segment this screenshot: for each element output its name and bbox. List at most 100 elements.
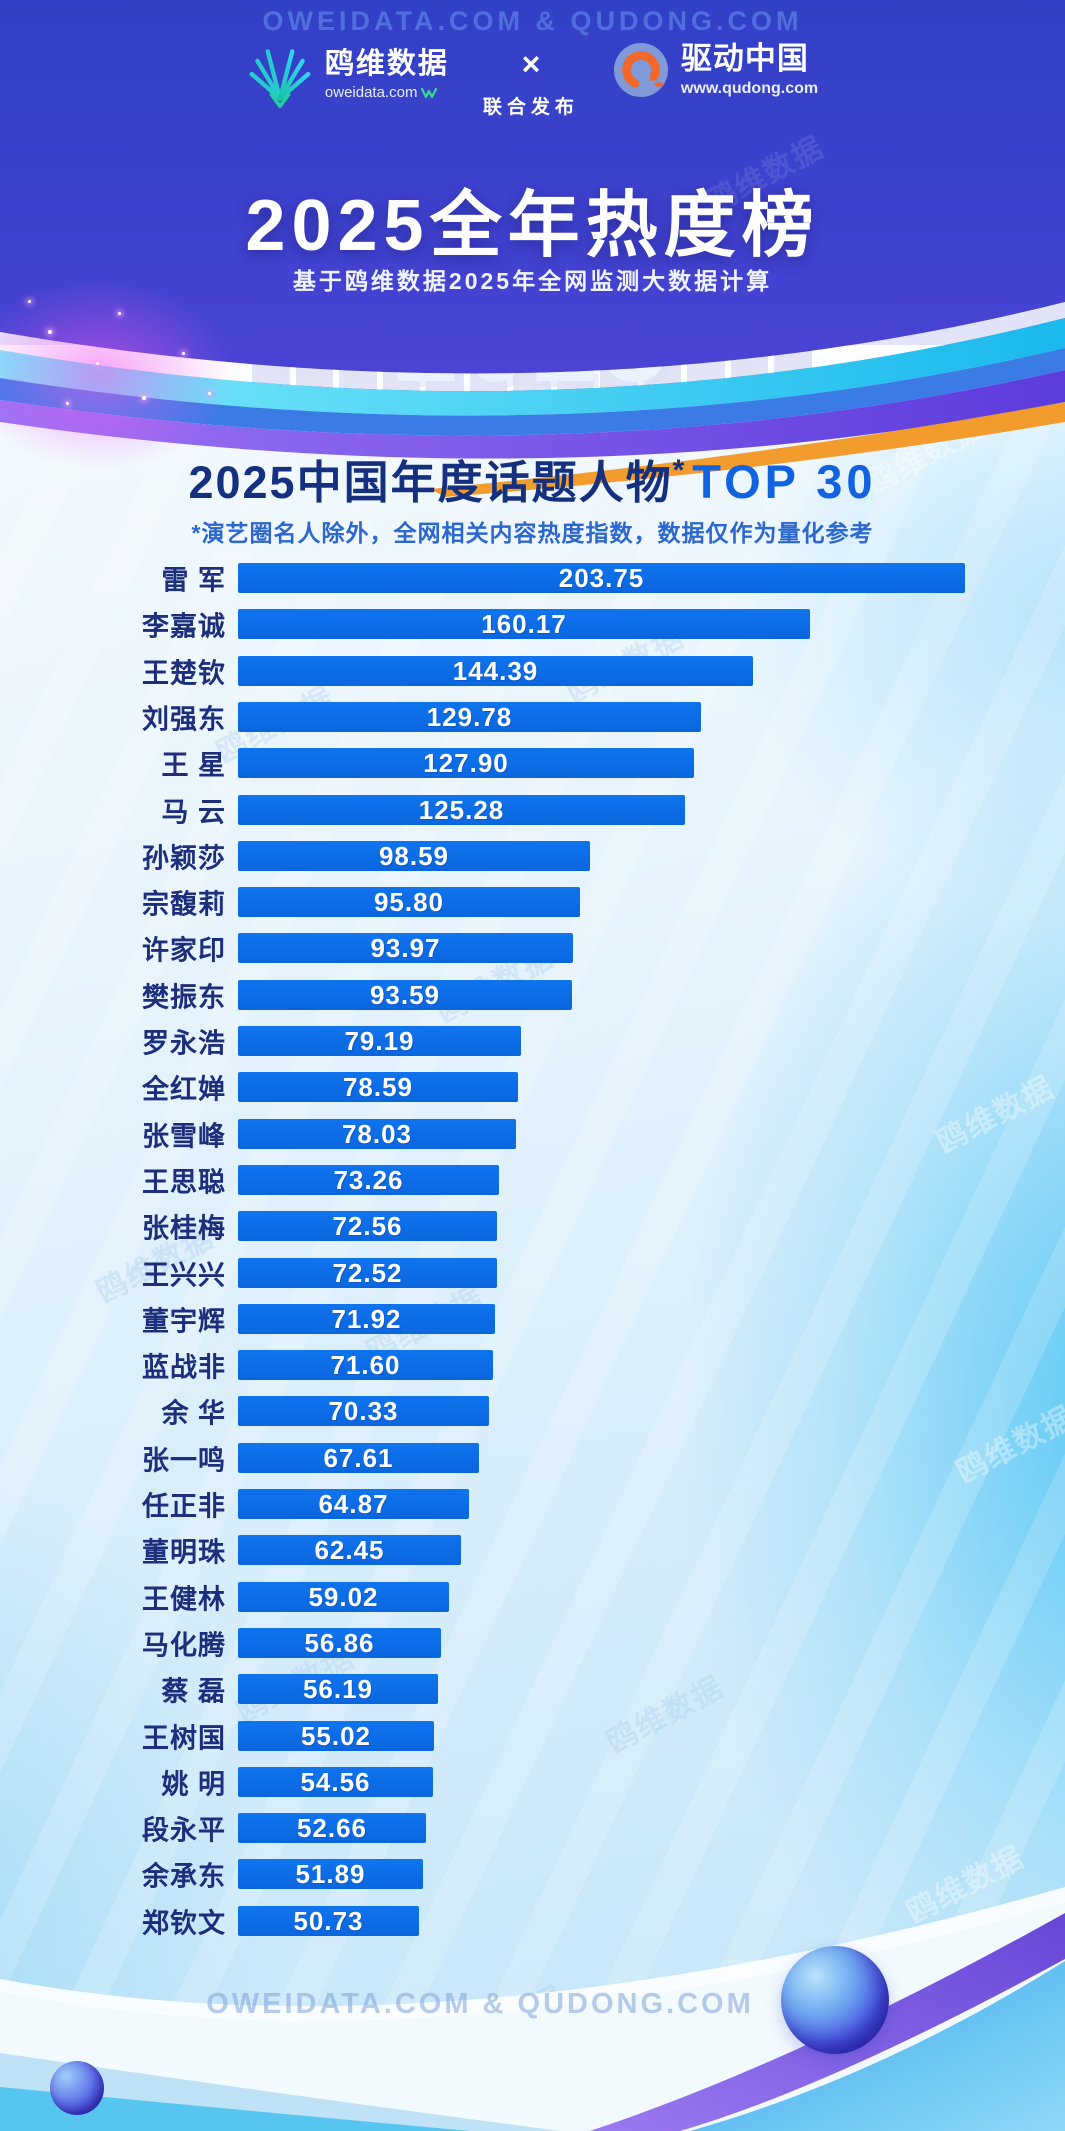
heat-value: 56.86 bbox=[304, 1627, 375, 1658]
chart-row: 王楚钦 144.39 bbox=[0, 656, 1065, 689]
logo-row: 鸥维数据 oweidata.com × 联合发布 bbox=[0, 42, 1065, 119]
chart-row: 马化腾 56.86 bbox=[0, 1627, 1065, 1661]
chart-row: 李嘉诚 160.17 bbox=[0, 609, 1065, 642]
person-name: 宗馥莉 bbox=[142, 889, 226, 920]
person-name: 姚 明 bbox=[161, 1769, 226, 1800]
chart-row: 王兴兴 72.52 bbox=[0, 1258, 1065, 1291]
heat-bar: 59.02 bbox=[238, 1582, 449, 1612]
heat-bar: 67.61 bbox=[238, 1443, 479, 1473]
brand-oweidata: 鸥维数据 oweidata.com bbox=[247, 42, 449, 108]
collab-block: × 联合发布 bbox=[483, 48, 579, 119]
heat-bar: 55.02 bbox=[238, 1721, 434, 1751]
collab-x: × bbox=[521, 46, 541, 82]
heat-value: 70.33 bbox=[328, 1395, 399, 1426]
section-note: *演艺圈名人除外，全网相关内容热度指数，数据仅作为量化参考 bbox=[191, 520, 874, 546]
heat-value: 50.73 bbox=[293, 1905, 364, 1936]
heat-bar: 127.90 bbox=[238, 748, 694, 778]
chart-row: 樊振东 93.59 bbox=[0, 980, 1065, 1013]
chart-row: 余 华 70.33 bbox=[0, 1396, 1065, 1429]
qudong-domain: www.qudong.com bbox=[680, 80, 819, 98]
heat-value: 203.75 bbox=[558, 562, 645, 593]
heat-bar: 93.59 bbox=[238, 980, 572, 1010]
chart-row: 董明珠 62.45 bbox=[0, 1535, 1065, 1568]
person-name: 王健林 bbox=[142, 1584, 226, 1615]
person-name: 蓝战非 bbox=[142, 1352, 226, 1383]
chart-row: 任正非 64.87 bbox=[0, 1489, 1065, 1522]
person-name: 王楚钦 bbox=[142, 658, 226, 689]
chart-row: 许家印 93.97 bbox=[0, 933, 1065, 966]
heat-value: 54.56 bbox=[300, 1766, 371, 1797]
heat-bar: 144.39 bbox=[238, 656, 753, 686]
heat-value: 144.39 bbox=[452, 655, 539, 686]
person-name: 樊振东 bbox=[142, 982, 226, 1013]
year-3d-graphic: 2025 bbox=[0, 282, 1065, 400]
heat-value: 79.19 bbox=[344, 1025, 415, 1056]
heat-value: 72.52 bbox=[332, 1257, 403, 1288]
heat-bar: 56.19 bbox=[238, 1674, 438, 1704]
person-name: 余 华 bbox=[161, 1398, 226, 1429]
person-name: 余承东 bbox=[142, 1861, 226, 1892]
heat-bar: 70.33 bbox=[238, 1396, 489, 1426]
heat-bar: 54.56 bbox=[238, 1767, 433, 1797]
person-name: 孙颖莎 bbox=[142, 843, 226, 874]
chart-row: 王 星 127.90 bbox=[0, 748, 1065, 781]
heat-value: 71.92 bbox=[331, 1303, 402, 1334]
person-name: 许家印 bbox=[142, 935, 226, 966]
chart-row: 马 云 125.28 bbox=[0, 795, 1065, 828]
chart-row: 张桂梅 72.56 bbox=[0, 1211, 1065, 1244]
heat-bar: 62.45 bbox=[238, 1535, 461, 1565]
heat-bar: 95.80 bbox=[238, 887, 580, 917]
heat-value: 160.17 bbox=[481, 608, 567, 639]
heat-bar: 160.17 bbox=[238, 609, 810, 639]
chart-row: 段永平 52.66 bbox=[0, 1813, 1065, 1846]
heat-bar: 72.52 bbox=[238, 1258, 497, 1288]
heat-bar: 93.97 bbox=[238, 933, 573, 963]
person-name: 刘强东 bbox=[142, 704, 226, 735]
chart-row: 罗永浩 79.19 bbox=[0, 1026, 1065, 1059]
heat-bar: 78.59 bbox=[238, 1072, 518, 1102]
heat-value: 78.03 bbox=[341, 1118, 413, 1149]
chart-row: 孙颖莎 98.59 bbox=[0, 840, 1065, 874]
person-name: 段永平 bbox=[142, 1815, 226, 1846]
person-name: 全红婵 bbox=[142, 1074, 226, 1105]
person-name: 董宇辉 bbox=[142, 1306, 226, 1337]
person-name: 张桂梅 bbox=[142, 1213, 226, 1244]
chart-row: 郑钦文 50.73 bbox=[0, 1905, 1065, 1939]
person-name: 任正非 bbox=[142, 1491, 226, 1522]
oweidata-fan-icon bbox=[249, 45, 311, 108]
heat-bar: 52.66 bbox=[238, 1813, 426, 1843]
chart-row: 雷 军 203.75 bbox=[0, 562, 1065, 596]
heat-value: 78.59 bbox=[342, 1071, 414, 1102]
top-watermark: OWEIDATA.COM & QUDONG.COM bbox=[262, 6, 803, 36]
chart-row: 王健林 59.02 bbox=[0, 1582, 1065, 1615]
person-name: 王 星 bbox=[161, 750, 226, 781]
section-title: 2025中国年度话题人物* TOP 30 bbox=[0, 446, 1065, 511]
heat-value: 72.56 bbox=[332, 1210, 403, 1241]
footer-watermark: OWEIDATA.COM & QUDONG.COM bbox=[206, 1988, 754, 2020]
oweidata-name: 鸥维数据 bbox=[324, 47, 449, 80]
heat-bar: 79.19 bbox=[238, 1026, 521, 1056]
chart-row: 张一鸣 67.61 bbox=[0, 1443, 1065, 1476]
heat-value: 71.60 bbox=[330, 1349, 401, 1380]
page-subtitle: 基于鸥维数据2025年全网监测大数据计算 bbox=[292, 268, 773, 294]
heat-bar: 51.89 bbox=[238, 1859, 423, 1889]
person-name: 罗永浩 bbox=[142, 1028, 226, 1059]
heat-bar: 72.56 bbox=[238, 1211, 497, 1241]
heat-value: 129.78 bbox=[426, 701, 513, 732]
section-title-asterisk: * bbox=[672, 454, 685, 487]
person-name: 张一鸣 bbox=[142, 1445, 226, 1476]
qudong-name: 驱动中国 bbox=[680, 41, 809, 77]
green-bird-icon bbox=[421, 87, 438, 99]
person-name: 王树国 bbox=[142, 1723, 226, 1754]
brand-qudong: 驱动中国 www.qudong.com bbox=[613, 42, 818, 98]
heat-value: 62.45 bbox=[314, 1534, 385, 1565]
oweidata-domain: oweidata.com bbox=[324, 83, 418, 101]
heat-value: 67.61 bbox=[323, 1442, 394, 1473]
person-name: 雷 军 bbox=[161, 565, 226, 596]
heat-bar: 64.87 bbox=[238, 1489, 469, 1519]
person-name: 张雪峰 bbox=[142, 1121, 226, 1152]
heat-value: 98.59 bbox=[378, 840, 450, 871]
heat-bar: 71.92 bbox=[238, 1304, 495, 1334]
chart-row: 刘强东 129.78 bbox=[0, 701, 1065, 735]
